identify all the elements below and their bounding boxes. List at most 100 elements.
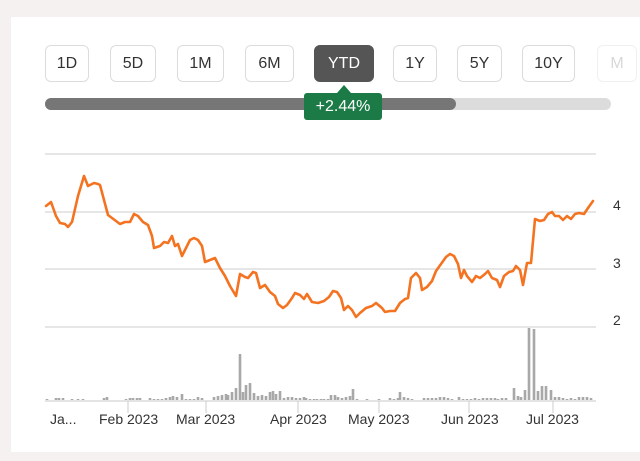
volume-bar (168, 397, 172, 400)
change-badge: +2.44% (304, 85, 382, 120)
x-axis-label: May 2023 (348, 411, 410, 427)
x-axis-label: Ja... (50, 411, 77, 427)
volume-bar (402, 397, 406, 400)
volume-bar (573, 399, 577, 400)
volume-bar (268, 392, 272, 400)
range-button-5y[interactable]: 5Y (457, 45, 502, 82)
volume-bar (135, 398, 139, 400)
volume-bar (226, 395, 230, 400)
volume-bar (128, 398, 132, 400)
volume-bar (388, 398, 392, 400)
volume-bar (57, 398, 61, 400)
volume-bar (461, 399, 465, 400)
volume-bar (348, 396, 352, 400)
volume-bar (527, 328, 531, 400)
volume-bar (442, 397, 446, 400)
volume-bar (565, 399, 569, 400)
volume-bar (234, 388, 238, 400)
volume-bar (549, 390, 553, 400)
y-axis-label: 4 (613, 197, 621, 213)
volume-bar (264, 396, 268, 400)
volume-bar (212, 397, 216, 400)
volume-bar (434, 398, 438, 400)
x-axis-label: Feb 2023 (99, 411, 159, 427)
volume-bar (430, 398, 434, 400)
volume-bar (175, 397, 179, 400)
volume-bar (532, 329, 536, 400)
volume-bar (196, 397, 200, 400)
y-axis-label: 2 (613, 312, 621, 328)
x-axis-label: Jun 2023 (441, 411, 499, 427)
volume-bar (553, 397, 557, 400)
volume-bar (344, 397, 348, 400)
range-button-6m[interactable]: 6M (245, 45, 294, 82)
volume-bar (248, 383, 252, 400)
volume-bar (496, 399, 500, 400)
volume-bar (152, 399, 156, 400)
volume-bar (319, 399, 323, 400)
volume-bar (105, 397, 109, 400)
volume-bar (589, 398, 593, 400)
volume-bar (308, 399, 312, 400)
volume-bar (160, 399, 164, 400)
range-button-1m[interactable]: 1M (177, 45, 224, 82)
volume-bars (45, 328, 593, 400)
volume-bar (336, 397, 340, 400)
volume-bar (244, 385, 248, 400)
volume-bar (298, 398, 302, 400)
volume-bar (290, 397, 294, 400)
volume-bar (410, 399, 414, 400)
volume-bar (481, 398, 485, 400)
volume-bar (581, 397, 585, 400)
volume-bar (422, 398, 426, 400)
volume-bar (519, 397, 523, 400)
volume-bar (351, 389, 355, 400)
volume-bar (81, 399, 85, 400)
range-button-1y[interactable]: 1Y (393, 45, 437, 82)
volume-bar (278, 391, 282, 400)
volume-bar (329, 395, 333, 400)
volume-bar (493, 398, 497, 400)
volume-bar (238, 354, 242, 400)
volume-bar (377, 399, 381, 400)
range-button-1d[interactable]: 1D (45, 45, 89, 82)
range-button-5d[interactable]: 5D (110, 45, 156, 82)
volume-bar (271, 391, 275, 400)
volume-bar (220, 395, 224, 400)
volume-bar (512, 388, 516, 400)
range-button-m[interactable]: M (597, 45, 637, 82)
volume-bar (561, 398, 565, 400)
x-axis-label: Mar 2023 (176, 411, 236, 427)
volume-bar (450, 399, 454, 400)
volume-bar (184, 399, 188, 400)
volume-bar (171, 396, 175, 400)
volume-bar (544, 386, 548, 400)
volume-bar (406, 398, 410, 400)
volume-bar (516, 396, 520, 400)
x-axis-label: Jul 2023 (526, 411, 579, 427)
volume-bar (216, 396, 220, 400)
volume-bar (102, 398, 106, 400)
volume-bar (504, 398, 508, 400)
volume-bar (256, 396, 260, 400)
range-button-10y[interactable]: 10Y (522, 45, 575, 82)
y-axis-label: 3 (613, 255, 621, 271)
volume-bar (523, 390, 527, 400)
volume-bar (489, 398, 493, 400)
volume-bar (304, 398, 308, 400)
x-axis-label: Apr 2023 (270, 411, 327, 427)
volume-bar (70, 399, 74, 400)
volume-bar (302, 397, 306, 400)
volume-bar (426, 398, 430, 400)
volume-bar (164, 398, 168, 400)
volume-bar (392, 399, 396, 400)
volume-bar (124, 399, 128, 400)
volume-bar (260, 395, 264, 400)
volume-bar (188, 399, 192, 400)
volume-bar (540, 386, 544, 400)
range-button-ytd[interactable]: YTD (314, 45, 374, 82)
volume-bar (355, 399, 359, 400)
volume-bar (557, 397, 561, 400)
volume-bar (469, 399, 473, 400)
